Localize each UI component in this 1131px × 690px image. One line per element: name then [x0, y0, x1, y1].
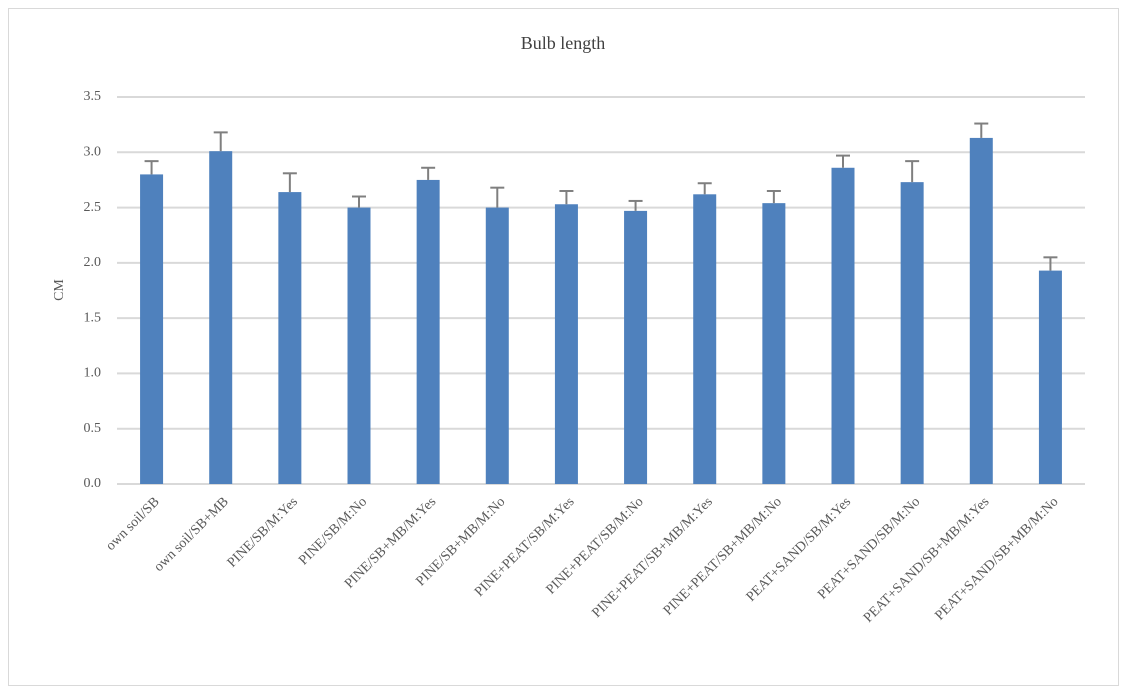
y-tick-label: 2.5 — [84, 200, 102, 215]
bar — [693, 194, 717, 484]
y-tick-label: 2.0 — [84, 255, 102, 270]
bar — [209, 151, 233, 484]
y-tick-label: 1.5 — [84, 310, 102, 325]
chart-title: Bulb length — [521, 33, 606, 53]
bar — [624, 210, 648, 485]
bar — [762, 203, 786, 485]
bar — [485, 207, 509, 485]
bar — [140, 174, 164, 484]
y-tick-label: 0.0 — [84, 476, 102, 491]
bar — [347, 207, 371, 485]
y-tick-label: 1.0 — [84, 366, 102, 381]
bar — [969, 137, 993, 484]
bar — [900, 182, 924, 484]
y-tick-label: 3.5 — [84, 89, 102, 104]
bar — [554, 204, 578, 485]
y-tick-label: 3.0 — [84, 145, 102, 160]
y-tick-label: 0.5 — [84, 421, 102, 436]
bar — [278, 192, 302, 484]
y-axis-label: CM — [52, 279, 67, 301]
bar — [416, 179, 440, 484]
bar — [1038, 270, 1062, 484]
bar — [831, 167, 855, 484]
